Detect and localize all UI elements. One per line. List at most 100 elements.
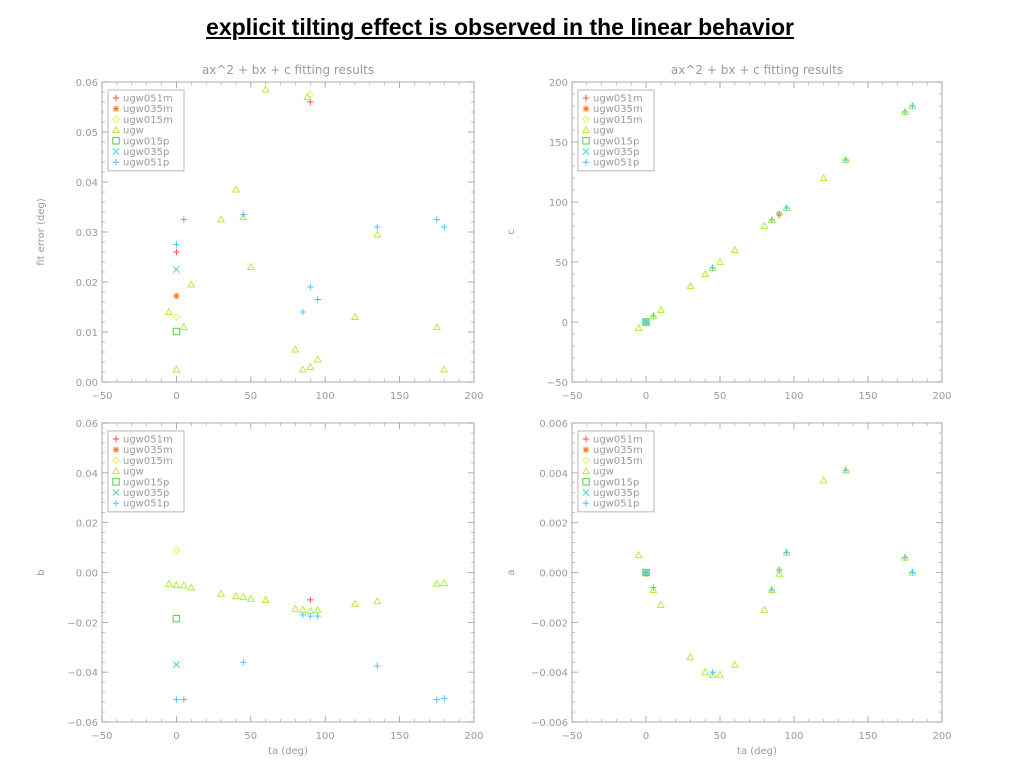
y-tick-label: 150 [549, 138, 568, 149]
data-point-ugw015m [172, 546, 181, 554]
legend-marker-ugw015m [582, 115, 590, 124]
data-point-ugw [246, 262, 255, 271]
data-point-ugw [187, 280, 196, 288]
data-point-ugw015p [172, 327, 181, 336]
data-point-ugw051p [842, 156, 849, 164]
x-tick-label: 100 [316, 731, 335, 742]
legend-label: ugw035p [123, 488, 169, 499]
legend-marker-ugw015p [582, 478, 590, 486]
data-point-ugw [298, 365, 307, 373]
y-tick-label: 0.04 [76, 469, 98, 480]
legend-box [577, 430, 655, 513]
data-point-ugw051m [307, 596, 314, 604]
data-point-ugw051p [441, 223, 448, 231]
x-tick-label: 0 [643, 391, 649, 402]
legend-label: ugw051p [123, 158, 169, 169]
data-point-ugw [187, 583, 196, 591]
data-point-ugw [231, 185, 240, 193]
x-tick-label: −50 [91, 731, 112, 742]
legend-label: ugw015p [123, 136, 169, 147]
data-point-ugw051p [307, 612, 314, 620]
data-point-ugw [819, 173, 828, 182]
legend-marker-ugw051p [112, 159, 120, 166]
x-tick-label: 50 [244, 391, 257, 402]
x-tick-label: 100 [316, 391, 335, 402]
slide-title: explicit tilting effect is observed in t… [206, 14, 794, 40]
data-point-ugw [350, 599, 360, 607]
data-point-ugw051p [768, 216, 775, 224]
data-point-ugw051p [776, 566, 783, 574]
data-point-ugw [775, 569, 784, 577]
legend-marker-ugw [581, 125, 591, 134]
legend-label: ugw015m [593, 456, 643, 467]
data-point-ugw [246, 594, 255, 602]
legend-label: ugw035m [123, 104, 173, 115]
y-tick-label: 0.06 [76, 78, 98, 89]
data-point-ugw051p [783, 204, 790, 212]
data-point-ugw [231, 591, 240, 600]
y-tick-label: −0.06 [67, 718, 98, 729]
y-tick-label: −0.004 [531, 668, 568, 679]
legend-label: ugw035m [593, 445, 643, 456]
data-point-ugw [303, 92, 312, 101]
x-tick-label: 0 [173, 391, 179, 402]
x-tick-label: 150 [858, 731, 877, 742]
legend-label: ugw015m [123, 115, 173, 126]
x-tick-label: 150 [390, 731, 409, 742]
legend-label: ugw [593, 126, 614, 137]
data-point-ugw [760, 605, 769, 613]
x-tick-label: −50 [561, 391, 582, 402]
data-point-ugw051p [314, 296, 321, 303]
legend-marker-ugw015p [582, 137, 590, 145]
data-point-ugw [298, 605, 307, 613]
data-point-ugw [432, 322, 441, 331]
data-point-ugw051p [299, 611, 307, 619]
x-tick-label: 150 [390, 391, 409, 402]
legend-marker-ugw035p [112, 147, 120, 156]
data-point-ugw051p [441, 695, 448, 702]
data-point-ugw015m [172, 313, 181, 321]
data-point-ugw051p [299, 308, 307, 316]
legend-box [107, 89, 185, 172]
legend-marker-ugw035p [582, 488, 590, 497]
legend-marker-ugw035m [112, 105, 120, 112]
data-point-ugw051p [709, 668, 716, 676]
data-point-ugw051p [901, 108, 909, 116]
data-point-ugw [239, 212, 248, 221]
data-point-ugw [730, 245, 739, 254]
y-tick-label: 0.000 [539, 569, 568, 580]
legend-label: ugw035m [123, 445, 173, 456]
legend-marker-ugw035p [582, 147, 590, 156]
data-point-ugw [172, 365, 181, 373]
data-point-ugw [708, 670, 717, 678]
y-tick-label: −0.002 [531, 618, 568, 629]
data-point-ugw [313, 605, 322, 613]
x-tick-label: 50 [244, 731, 257, 742]
data-point-ugw [701, 269, 710, 278]
data-point-ugw035m [173, 292, 180, 300]
legend-label: ugw051p [593, 158, 639, 169]
chart-panel-4: −50 0 50 100 150 200 −0.006 −0.004 −0.002 0.000 0.… [506, 419, 952, 757]
data-point-ugw [291, 604, 300, 612]
chart-panel-2: ax^2 + bx + c fitting results −50 0 50 100 15… [506, 63, 952, 402]
data-point-ugw [261, 595, 270, 603]
y-axis-label: fit error (deg) [36, 198, 47, 266]
data-point-ugw [819, 476, 828, 484]
legend-label: ugw051m [593, 435, 643, 446]
legend-label: ugw051m [123, 94, 173, 105]
data-point-ugw051p [173, 696, 180, 703]
y-tick-label: 0.006 [539, 419, 568, 430]
legend-marker-ugw051p [582, 500, 590, 507]
legend-marker-ugw035p [112, 488, 120, 497]
legend-label: ugw [123, 126, 144, 137]
legend-marker-ugw051p [582, 159, 590, 166]
legend-label: ugw051m [593, 94, 643, 105]
chart-panel-3: −50 0 50 100 150 200 −0.06 −0.04 −0.02 0.00 0.02 0.… [36, 419, 484, 757]
legend-label: ugw [123, 467, 144, 478]
legend-label: ugw015p [593, 477, 639, 488]
data-point-ugw051p [374, 223, 381, 231]
data-point-ugw051p [709, 264, 716, 272]
x-tick-label: 50 [714, 731, 727, 742]
legend-marker-ugw035m [112, 446, 120, 453]
